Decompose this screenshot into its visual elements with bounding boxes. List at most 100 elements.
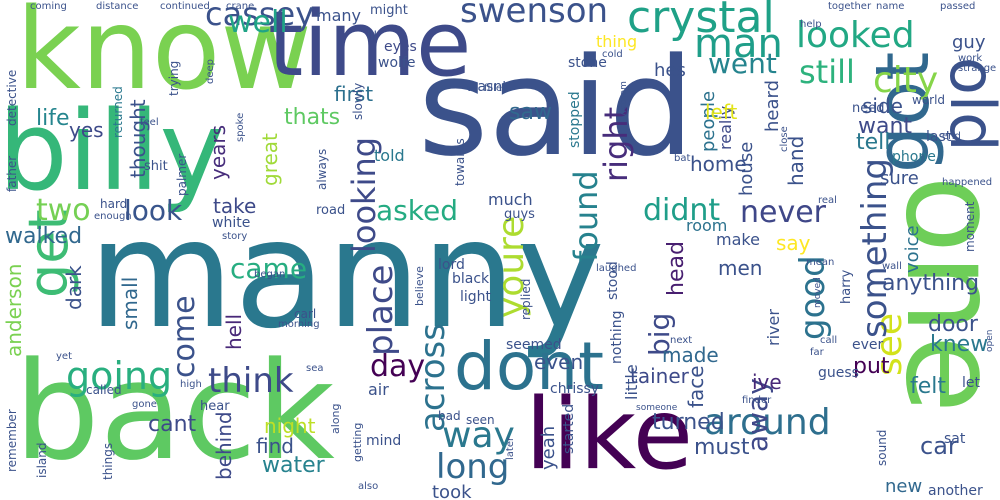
word-shit: shit (144, 159, 168, 174)
word-things: things (101, 442, 115, 480)
word-guy: guy (952, 32, 986, 53)
word-wasnt: wasnt (466, 79, 508, 95)
word-road: road (316, 203, 346, 218)
word-deep: deep (205, 59, 216, 84)
word-phone: phone (892, 149, 936, 165)
word-air: air (368, 380, 389, 399)
word-walked: walked (5, 224, 83, 249)
word-make: make (716, 230, 760, 249)
word-years: years (206, 124, 230, 180)
word-cassey: cassey (205, 0, 315, 33)
word-great: great (258, 133, 282, 186)
word-still: still (799, 53, 855, 91)
word-light: light (460, 289, 492, 305)
word-wolfe: wolfe (378, 55, 416, 71)
word-anderson: anderson (2, 263, 26, 358)
word-slowly: slowly (351, 82, 365, 120)
word-later: later (505, 436, 516, 460)
word-long: long (436, 447, 510, 487)
word-sea: sea (306, 363, 324, 374)
word-stone: stone (568, 55, 607, 71)
word-returned: returned (111, 86, 125, 138)
word-saw: saw (509, 100, 552, 125)
word-thats: thats (284, 105, 341, 130)
word-way: way (442, 415, 515, 456)
word-small: small (118, 276, 142, 330)
word-wall: wall (882, 261, 902, 272)
word-many: many (316, 6, 361, 25)
word-looked: looked (796, 15, 915, 56)
word-going: going (66, 354, 173, 398)
word-must: must (694, 435, 750, 460)
word-face: face (684, 365, 708, 408)
word-also: also (358, 481, 379, 492)
word-night: night (264, 414, 316, 438)
word-side: side (862, 94, 903, 118)
word-world: world (912, 93, 946, 107)
word-carl: carl (294, 307, 317, 321)
word-moved: moved (813, 277, 823, 308)
word-voice: voice (902, 225, 923, 273)
word-mean: mean (806, 257, 835, 268)
word-spoke: spoke (235, 112, 246, 142)
word-crane: crane (226, 1, 255, 12)
word-started: started (561, 403, 577, 454)
word-head: head (664, 241, 689, 296)
word-day: day (370, 349, 426, 384)
word-went: went (708, 47, 777, 80)
word-seen: seen (466, 413, 495, 427)
word-along: along (329, 403, 342, 434)
word-river: river (764, 309, 783, 346)
word-put: put (853, 354, 890, 379)
word-behind: behind (212, 411, 236, 480)
word-together: together (828, 1, 872, 12)
word-hes: hes (654, 60, 686, 81)
word-come: come (167, 295, 202, 378)
word-black: black (452, 271, 490, 287)
word-gone: gone (132, 399, 157, 410)
word-never: never (740, 195, 827, 230)
word-sure: sure (880, 168, 919, 189)
word-right: right (597, 106, 635, 182)
word-back: back (14, 333, 335, 490)
word-close: close (779, 126, 790, 152)
word-didnt: didnt (643, 193, 721, 228)
word-came: came (230, 252, 308, 285)
word-another: another (928, 483, 983, 499)
word-cant: cant (148, 412, 197, 437)
word-found: found (567, 170, 605, 262)
word-harry: harry (839, 269, 854, 304)
word-happened: happened (942, 177, 993, 188)
word-ill: ill (367, 29, 378, 43)
word-take: take (213, 194, 257, 218)
word-told: told (374, 146, 405, 165)
word-let: let (962, 375, 980, 391)
word-yet: yet (56, 351, 72, 362)
word-always: always (315, 148, 329, 190)
word-need: need (852, 101, 885, 116)
word-say: say (776, 231, 811, 255)
word-dark: dark (62, 265, 86, 310)
word-last: last (926, 129, 952, 145)
word-replied: replied (519, 278, 533, 320)
word-chrissy: chrissy (550, 381, 600, 397)
word-took: took (432, 482, 472, 500)
word-tell: tell (856, 130, 891, 155)
word-hell: hell (222, 313, 246, 350)
word-towards: towards (453, 138, 467, 186)
word-high: high (180, 379, 202, 390)
word-new: new (885, 476, 923, 497)
word-passed: passed (940, 1, 976, 12)
word-around: around (704, 402, 831, 443)
word-ive: ive (752, 370, 782, 394)
word-end: end (942, 131, 961, 142)
word-two: two (36, 193, 91, 228)
word-finder: finder (742, 395, 772, 406)
word-someone: someone (636, 403, 678, 413)
word-coming: coming (30, 1, 67, 12)
word-billy: billy (0, 87, 225, 215)
word-ever: ever (852, 337, 884, 353)
word-story: story (222, 231, 248, 242)
word-guess: guess (818, 365, 859, 381)
word-far: far (810, 347, 824, 358)
